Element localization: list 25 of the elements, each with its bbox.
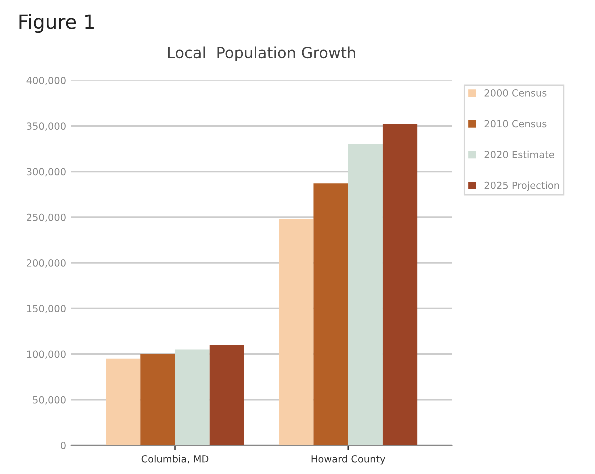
- chart-title: Figure 1: [20, 14, 94, 34]
- y-tick-label: 150,000: [27, 305, 66, 314]
- x-tick-label: Howard County: [312, 455, 386, 465]
- bar: [279, 219, 314, 446]
- y-tick-label: 50,000: [33, 396, 66, 405]
- chart-subtitle: Local Population Growth: [168, 46, 356, 62]
- bar: [348, 144, 383, 446]
- y-tick-label: 200,000: [27, 260, 66, 268]
- x-tick-label: Columbia, MD: [142, 455, 209, 464]
- legend-label: 2000 Census: [484, 90, 547, 97]
- bar: [140, 354, 176, 446]
- y-tick-label: 400,000: [26, 77, 66, 86]
- legend-label: 2020 Estimate: [484, 150, 554, 158]
- y-tick-label: 100,000: [27, 350, 66, 360]
- y-tick-label: 250,000: [27, 214, 66, 222]
- legend-label: 2010 Census: [484, 120, 547, 128]
- bar: [175, 350, 210, 446]
- y-tick-label: 300,000: [27, 168, 66, 177]
- y-tick-label: 0: [60, 442, 66, 450]
- bar: [106, 358, 141, 446]
- bar: [382, 124, 418, 446]
- legend-label: 2025 Projection: [484, 182, 560, 192]
- bar: [314, 184, 348, 446]
- bar: [210, 345, 244, 446]
- y-tick-label: 350,000: [27, 122, 66, 132]
